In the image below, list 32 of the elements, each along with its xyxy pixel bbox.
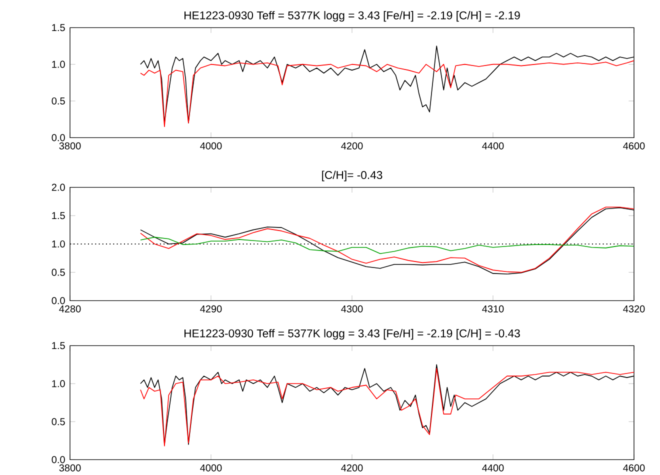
y-tick-label: 0.0 xyxy=(52,297,65,304)
y-tick-label: 0.5 xyxy=(52,418,65,426)
y-tick-label: 1.5 xyxy=(52,342,65,350)
line-series xyxy=(140,60,634,128)
x-tick-label: 4200 xyxy=(341,142,363,150)
y-tick-label: 0.5 xyxy=(52,268,65,276)
y-tick-label: 1.0 xyxy=(52,60,65,68)
x-tick-label: 4280 xyxy=(59,306,81,313)
x-tick-label: 3800 xyxy=(59,464,81,472)
x-tick-label: 4000 xyxy=(200,142,222,150)
y-tick-label: 1.5 xyxy=(52,212,65,220)
y-tick-label: 1.0 xyxy=(52,240,65,248)
chart-title: HE1223-0930 Teff = 5377K logg = 3.43 [Fe/H] = -2.19 [C/H] = -0.43 xyxy=(184,329,520,340)
x-tick-label: 4400 xyxy=(482,142,504,150)
x-tick-label: 4320 xyxy=(623,306,645,313)
chart-title: [C/H]= -0.43 xyxy=(322,170,382,182)
x-tick-label: 4600 xyxy=(623,464,645,472)
x-tick-label: 4000 xyxy=(200,464,222,472)
y-tick-label: 0.5 xyxy=(52,98,65,105)
chart-title: HE1223-0930 Teff = 5377K logg = 3.43 [Fe/H] = -2.19 [C/H] = -2.19 xyxy=(184,11,520,22)
y-tick-label: 0.0 xyxy=(52,134,65,142)
x-tick-label: 4400 xyxy=(482,464,504,472)
x-tick-label: 4600 xyxy=(623,142,645,150)
y-tick-label: 2.0 xyxy=(52,184,65,192)
x-tick-label: 4200 xyxy=(341,464,363,472)
x-tick-label: 4290 xyxy=(200,306,222,313)
y-tick-label: 1.0 xyxy=(52,380,65,388)
x-tick-label: 3800 xyxy=(59,142,81,150)
y-tick-label: 1.5 xyxy=(52,24,65,32)
x-tick-label: 4300 xyxy=(341,306,363,313)
x-tick-label: 4310 xyxy=(482,306,504,313)
y-tick-label: 0.0 xyxy=(52,456,65,464)
